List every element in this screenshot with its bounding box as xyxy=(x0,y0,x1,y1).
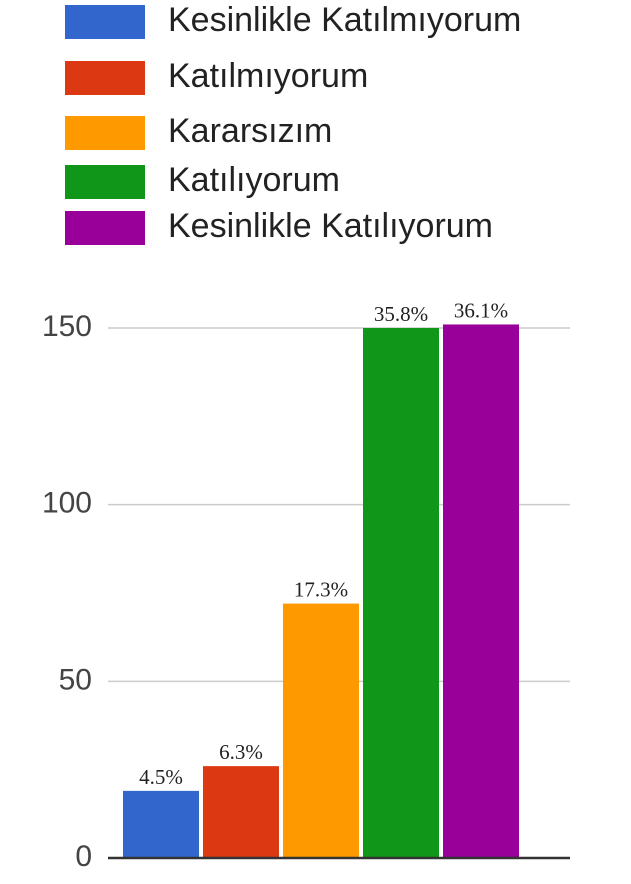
legend-label: Katılmıyorum xyxy=(168,57,368,95)
legend-label: Katılıyorum xyxy=(168,161,340,199)
legend-swatch xyxy=(65,211,145,245)
legend-label: Kesinlikle Katılmıyorum xyxy=(168,1,521,39)
bar xyxy=(363,328,439,858)
y-tick-label: 0 xyxy=(75,840,92,873)
bar xyxy=(443,324,519,858)
y-tick-label: 50 xyxy=(59,663,92,696)
y-tick-label: 100 xyxy=(42,487,92,520)
data-label: 35.8% xyxy=(374,302,428,326)
legend-swatch xyxy=(65,61,145,95)
bar xyxy=(203,766,279,858)
data-label: 6.3% xyxy=(219,740,263,764)
data-label: 4.5% xyxy=(139,765,183,789)
y-tick-label: 150 xyxy=(42,310,92,343)
legend-swatch xyxy=(65,165,145,199)
legend-swatch xyxy=(65,116,145,150)
data-label: 17.3% xyxy=(294,578,348,602)
bar xyxy=(123,790,199,858)
legend-label: Kararsızım xyxy=(168,112,332,150)
bar xyxy=(283,603,359,858)
legend-swatch xyxy=(65,5,145,39)
legend-label: Kesinlikle Katılıyorum xyxy=(168,207,493,245)
data-label: 36.1% xyxy=(454,298,508,322)
